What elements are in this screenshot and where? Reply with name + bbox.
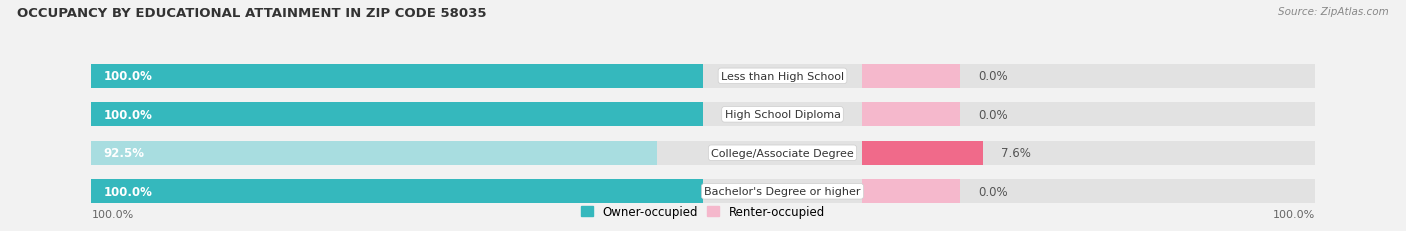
Text: Bachelor's Degree or higher: Bachelor's Degree or higher	[704, 186, 860, 196]
Bar	[862, 103, 960, 127]
Bar	[862, 141, 983, 165]
Bar	[91, 141, 1315, 165]
Text: Source: ZipAtlas.com: Source: ZipAtlas.com	[1278, 7, 1389, 17]
Bar	[91, 179, 1315, 203]
Bar	[862, 65, 960, 88]
Text: 0.0%: 0.0%	[979, 70, 1008, 83]
Text: OCCUPANCY BY EDUCATIONAL ATTAINMENT IN ZIP CODE 58035: OCCUPANCY BY EDUCATIONAL ATTAINMENT IN Z…	[17, 7, 486, 20]
Text: 0.0%: 0.0%	[979, 108, 1008, 121]
Text: College/Associate Degree: College/Associate Degree	[711, 148, 853, 158]
Bar	[91, 179, 703, 203]
Text: High School Diploma: High School Diploma	[724, 110, 841, 120]
Text: 7.6%: 7.6%	[1001, 147, 1031, 160]
Text: Less than High School: Less than High School	[721, 72, 844, 82]
Text: 100.0%: 100.0%	[91, 210, 134, 219]
Bar	[91, 141, 657, 165]
Text: 100.0%: 100.0%	[104, 70, 152, 83]
Bar	[91, 65, 1315, 88]
Bar	[862, 179, 960, 203]
Bar	[91, 103, 703, 127]
Legend: Owner-occupied, Renter-occupied: Owner-occupied, Renter-occupied	[576, 201, 830, 223]
Text: 100.0%: 100.0%	[104, 108, 152, 121]
Bar	[91, 103, 1315, 127]
Text: 92.5%: 92.5%	[104, 147, 145, 160]
Text: 100.0%: 100.0%	[1272, 210, 1315, 219]
Text: 100.0%: 100.0%	[104, 185, 152, 198]
Bar	[91, 65, 703, 88]
Text: 0.0%: 0.0%	[979, 185, 1008, 198]
